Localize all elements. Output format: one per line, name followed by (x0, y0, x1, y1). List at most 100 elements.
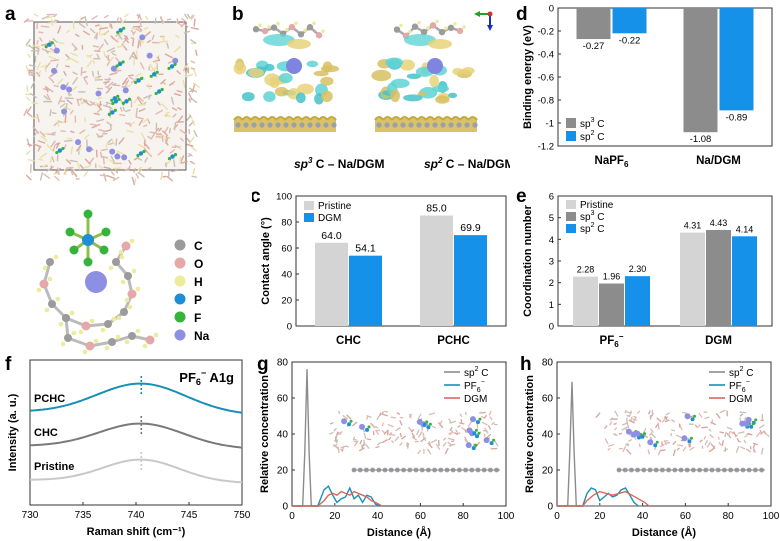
molecule-bond (72, 71, 78, 76)
molecule-bond (115, 168, 119, 174)
inset-fluorine (689, 436, 693, 440)
molecule-bond (99, 174, 109, 177)
legend-atom-c (174, 239, 186, 251)
inset-molecule (703, 435, 707, 440)
legend-label: PF6− (464, 379, 485, 394)
panel-d: d 0 -0.2 -0.4 -0.6 -0.8 -1 -1.2 Binding energy … (516, 4, 773, 169)
fluorine-atom (142, 149, 146, 154)
substrate-carbon (251, 122, 257, 128)
panel-label-c: c (252, 186, 261, 207)
molecule-bond (63, 144, 67, 150)
inset-molecule (487, 424, 492, 430)
charge-cloud (263, 34, 295, 46)
carbon-atom (46, 258, 54, 266)
molecule-bond (27, 159, 35, 162)
inset-molecule (459, 422, 465, 425)
molecule-bond (89, 28, 96, 34)
phosphorus-atom (117, 61, 123, 67)
line-series-0 (557, 381, 643, 507)
oxygen-atom (85, 341, 95, 351)
sodium-atom (122, 87, 129, 94)
molecule-bond (82, 165, 91, 169)
dgm-atom (270, 24, 278, 31)
phosphorus-atom (113, 99, 119, 104)
hydrogen-atom (111, 316, 117, 322)
molecule-bond (65, 65, 70, 68)
molecule-bond (145, 15, 149, 21)
molecule-bond (193, 130, 198, 138)
molecule-bond (83, 171, 88, 177)
molecule-bond (124, 37, 130, 44)
substrate-carbon (416, 122, 422, 128)
category-label: PCHC (437, 335, 470, 347)
molecule-bond (33, 132, 37, 138)
inset-molecule (366, 414, 372, 418)
molecule-bond (27, 143, 33, 147)
inset-molecule (726, 426, 733, 431)
molecule-bond (49, 109, 52, 117)
inset-fluorine (477, 431, 481, 435)
substrate-carbon (472, 122, 478, 128)
molecule-bond (69, 159, 78, 163)
molecule-bond (26, 106, 32, 114)
sodium-atom (66, 86, 73, 93)
molecule-bond (51, 156, 55, 163)
binding-energy-chart: 0 -0.2 -0.4 -0.6 -0.8 -1 -1.2 Binding energy (e… (522, 4, 773, 169)
molecule-bond (77, 163, 81, 171)
inset-molecule (745, 448, 752, 453)
molecule-bond (192, 82, 200, 88)
molecule-bond (26, 85, 29, 93)
inset-molecule (422, 436, 427, 442)
y-tick-label: 80 (277, 358, 289, 369)
molecule-bond (115, 57, 121, 63)
molecule-bond (65, 166, 74, 169)
molecule-bond (103, 166, 111, 170)
molecule-bond (29, 70, 34, 77)
molecule-bond (151, 34, 155, 40)
inset-molecule (740, 446, 746, 450)
inset-molecule (643, 434, 649, 439)
substrate-carbon (235, 122, 241, 128)
fluorine-atom (160, 87, 164, 92)
substrate-carbon (376, 122, 382, 128)
molecule-bond (43, 173, 51, 179)
molecule-bond (108, 159, 116, 164)
molecule-bond (40, 135, 48, 142)
y-tick-label: 4 (549, 235, 554, 246)
molecule-bond (138, 119, 143, 126)
molecule-bond (57, 167, 60, 176)
fluorine-atom (116, 30, 120, 34)
inset-molecule (379, 412, 382, 416)
panel-h: h 0 20 40 60 80 100 0 20 40 60 80 Distance (Å) Relat… (520, 354, 780, 539)
panel-label-b: b (232, 4, 244, 25)
inset-sodium (416, 418, 423, 425)
inset-molecule (416, 429, 420, 436)
molecule-bond (141, 75, 145, 81)
dgm-atom (429, 22, 437, 29)
molecule-bond (135, 50, 138, 60)
molecule-bond (158, 127, 163, 132)
hydrogen-atom (129, 238, 135, 244)
inset-molecule (607, 447, 611, 451)
inset-molecule (340, 448, 344, 452)
inset-molecule (624, 409, 627, 414)
molecule-bond (167, 61, 173, 64)
molecule-bond (93, 112, 100, 116)
hydrogen-atom (60, 341, 66, 347)
molecule-bond (63, 106, 71, 111)
molecule-bond (40, 25, 50, 28)
dgm-hydrogen (399, 23, 403, 28)
fluorine-atom (44, 45, 48, 49)
molecule-bond (65, 58, 72, 61)
molecule-bond (65, 102, 68, 111)
inset-molecule (399, 420, 403, 426)
molecule-bond (77, 98, 82, 101)
inset-molecule (759, 429, 763, 435)
molecule-bond (72, 77, 78, 85)
molecule-bond (91, 123, 101, 129)
inset-molecule (336, 439, 339, 444)
molecule-bond (120, 19, 127, 24)
fluorine-atom (121, 60, 125, 64)
hydrogen-atom (42, 265, 48, 271)
